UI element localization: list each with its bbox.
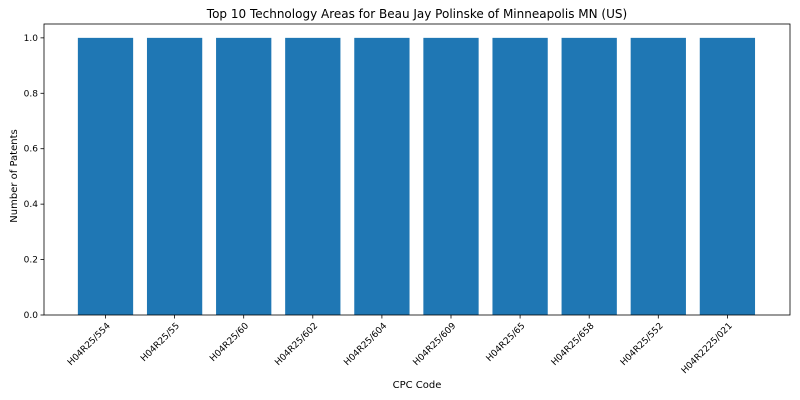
bar	[423, 38, 478, 315]
y-tick-label: 0.2	[24, 256, 38, 266]
bar	[631, 38, 686, 315]
x-tick-label: H04R25/554	[66, 321, 113, 368]
y-tick-label: 0.0	[24, 311, 39, 321]
x-tick-label: H04R25/55	[139, 321, 182, 364]
y-tick-label: 1.0	[24, 34, 39, 44]
x-tick-label: H04R25/602	[273, 321, 320, 368]
x-tick-label: H04R25/65	[485, 321, 528, 364]
bar	[562, 38, 617, 315]
bar	[700, 38, 755, 315]
y-axis: 0.0 0.2 0.4 0.6 0.8 1.0	[24, 34, 44, 321]
bar	[285, 38, 340, 315]
x-tick-label: H04R25/658	[550, 321, 597, 368]
bar	[492, 38, 547, 315]
x-tick-label: H04R25/604	[342, 321, 389, 368]
x-axis-label: CPC Code	[393, 380, 442, 391]
bar	[78, 38, 133, 315]
bar	[147, 38, 202, 315]
y-tick-label: 0.4	[24, 200, 39, 210]
x-tick-label: H04R25/609	[412, 321, 459, 368]
x-tick-label: H04R25/60	[208, 321, 251, 364]
y-tick-label: 0.6	[24, 145, 39, 155]
x-tick-label: H04R25/552	[619, 321, 666, 368]
x-axis: H04R25/554 H04R25/55 H04R25/60 H04R25/602 H0…	[66, 315, 735, 376]
y-axis-label: Number of Patents	[9, 129, 20, 222]
bar	[354, 38, 409, 315]
bar	[216, 38, 271, 315]
y-tick-label: 0.8	[24, 89, 39, 99]
chart-title: Top 10 Technology Areas for Beau Jay Pol…	[206, 7, 627, 21]
x-tick-label: H04R2225/021	[680, 321, 735, 376]
bars-group	[78, 38, 755, 315]
